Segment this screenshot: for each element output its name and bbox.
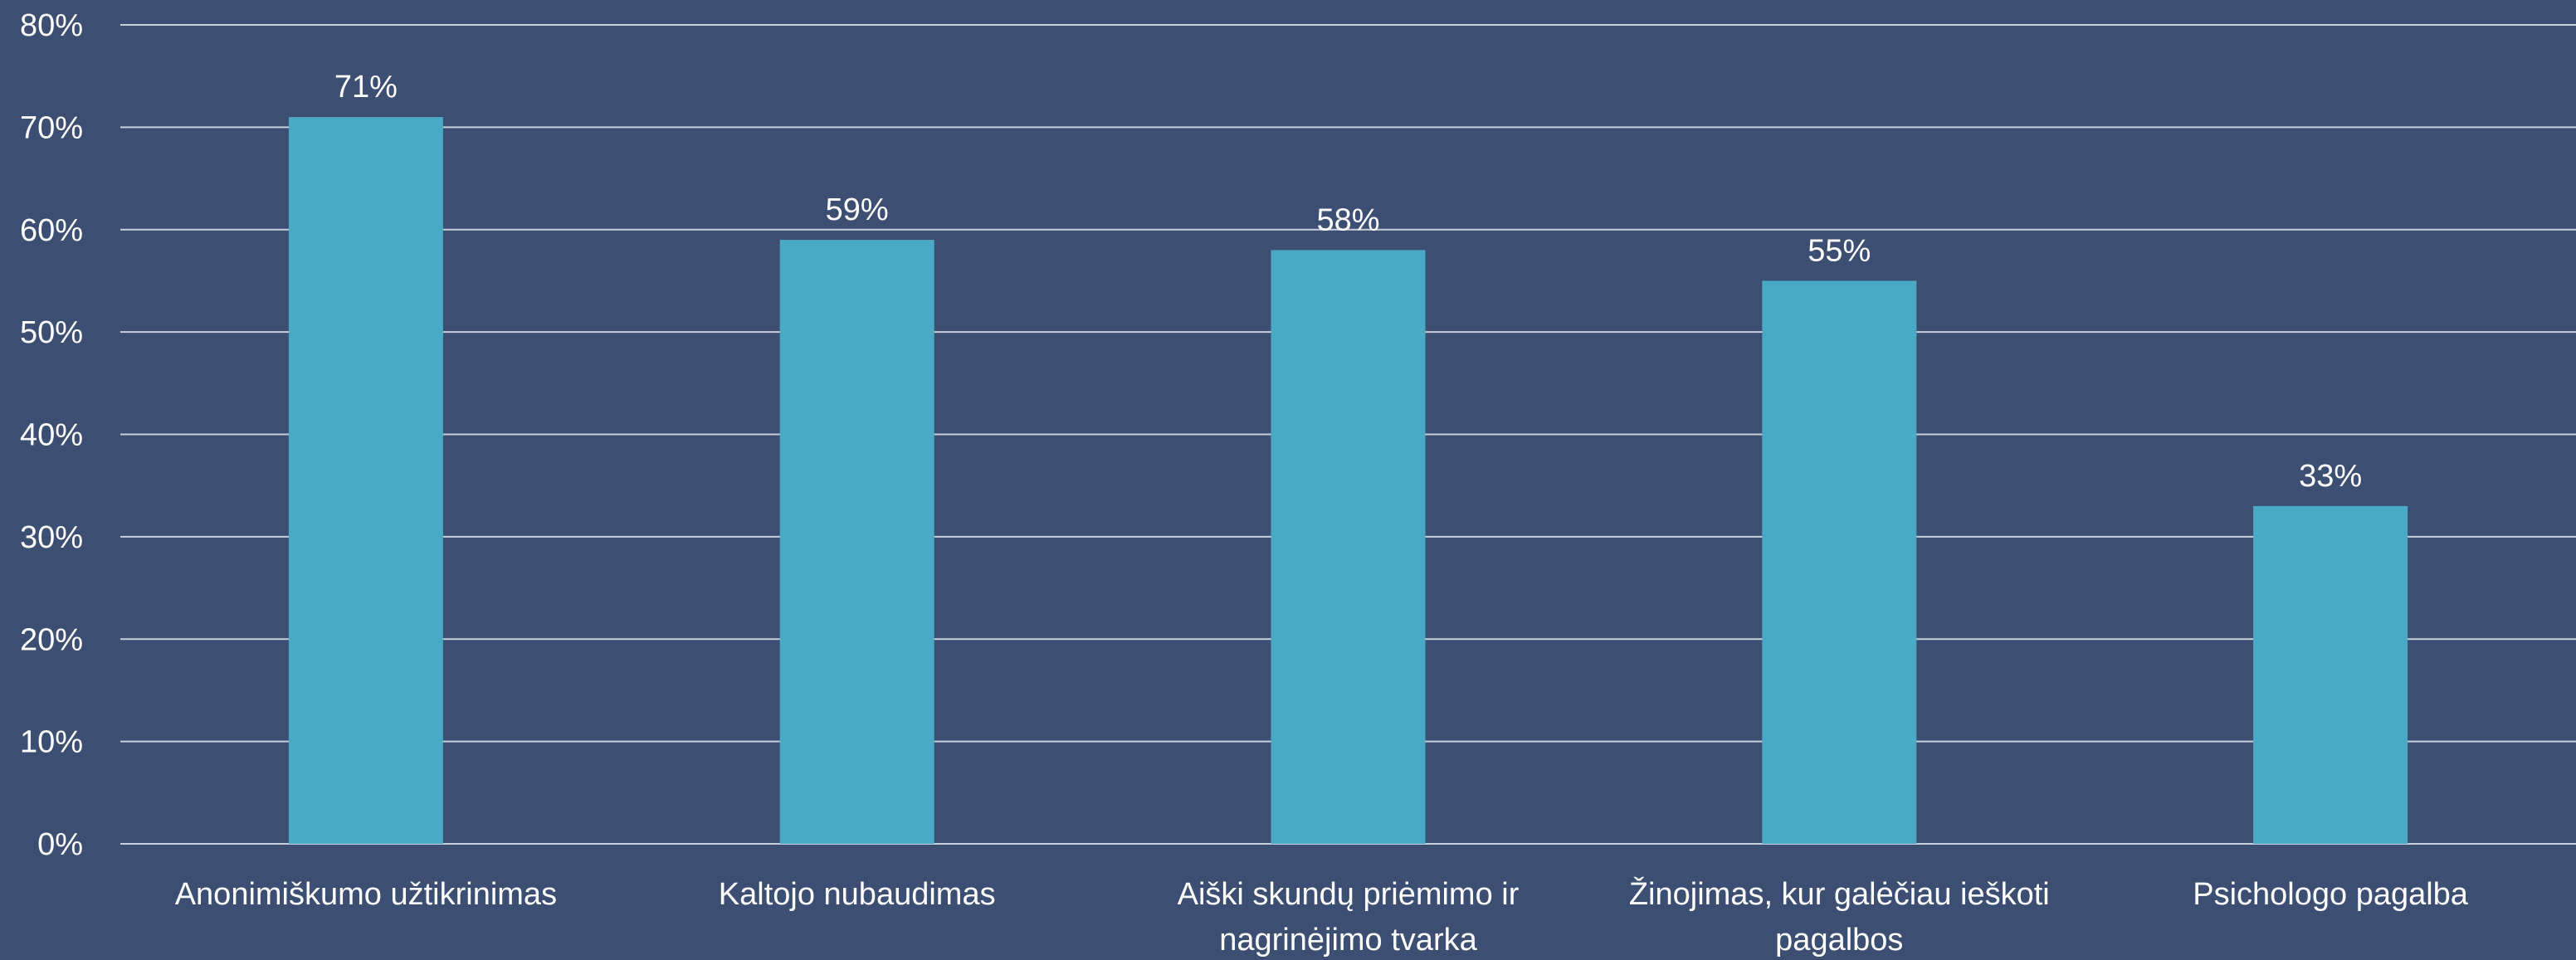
bar-5 (2253, 505, 2408, 844)
x-axis-category-labels: Anonimiškumo užtikrinimas Kaltojo nubaudi… (175, 876, 2469, 958)
y-axis-tick-labels: 0% 10% 20% 30% 40% 50% 60% 70% 80% (20, 8, 83, 862)
category-label-4-line-2: pagalbos (1775, 923, 1903, 958)
bar-2 (779, 240, 934, 844)
data-labels: 71% 59% 58% 55% 33% (334, 70, 2362, 494)
y-tick-label: 40% (20, 418, 83, 453)
bars (288, 117, 2408, 845)
y-tick-label: 0% (37, 827, 83, 862)
y-tick-label: 30% (20, 520, 83, 555)
data-label-3: 58% (1316, 202, 1379, 237)
category-label-3-line-1: Aiški skundų priėmimo ir (1178, 877, 1520, 912)
y-tick-label: 50% (20, 315, 83, 350)
y-tick-label: 60% (20, 213, 83, 248)
y-tick-label: 20% (20, 622, 83, 657)
y-tick-label: 10% (20, 725, 83, 760)
data-label-1: 71% (334, 70, 398, 105)
category-label-3-line-2: nagrinėjimo tvarka (1219, 923, 1477, 958)
bar-3 (1271, 250, 1426, 844)
category-label-1: Anonimiškumo užtikrinimas (175, 877, 557, 912)
y-tick-label: 70% (20, 110, 83, 145)
category-label-2: Kaltojo nubaudimas (719, 877, 996, 912)
category-label-5: Psichologo pagalba (2193, 877, 2469, 912)
bar-4 (1762, 280, 1917, 844)
y-tick-label: 80% (20, 8, 83, 43)
data-label-5: 33% (2299, 459, 2362, 494)
data-label-2: 59% (826, 192, 889, 227)
bar-1 (288, 117, 443, 845)
category-label-4-line-1: Žinojimas, kur galėčiau ieškoti (1629, 876, 2050, 912)
data-label-4: 55% (1808, 233, 1871, 268)
